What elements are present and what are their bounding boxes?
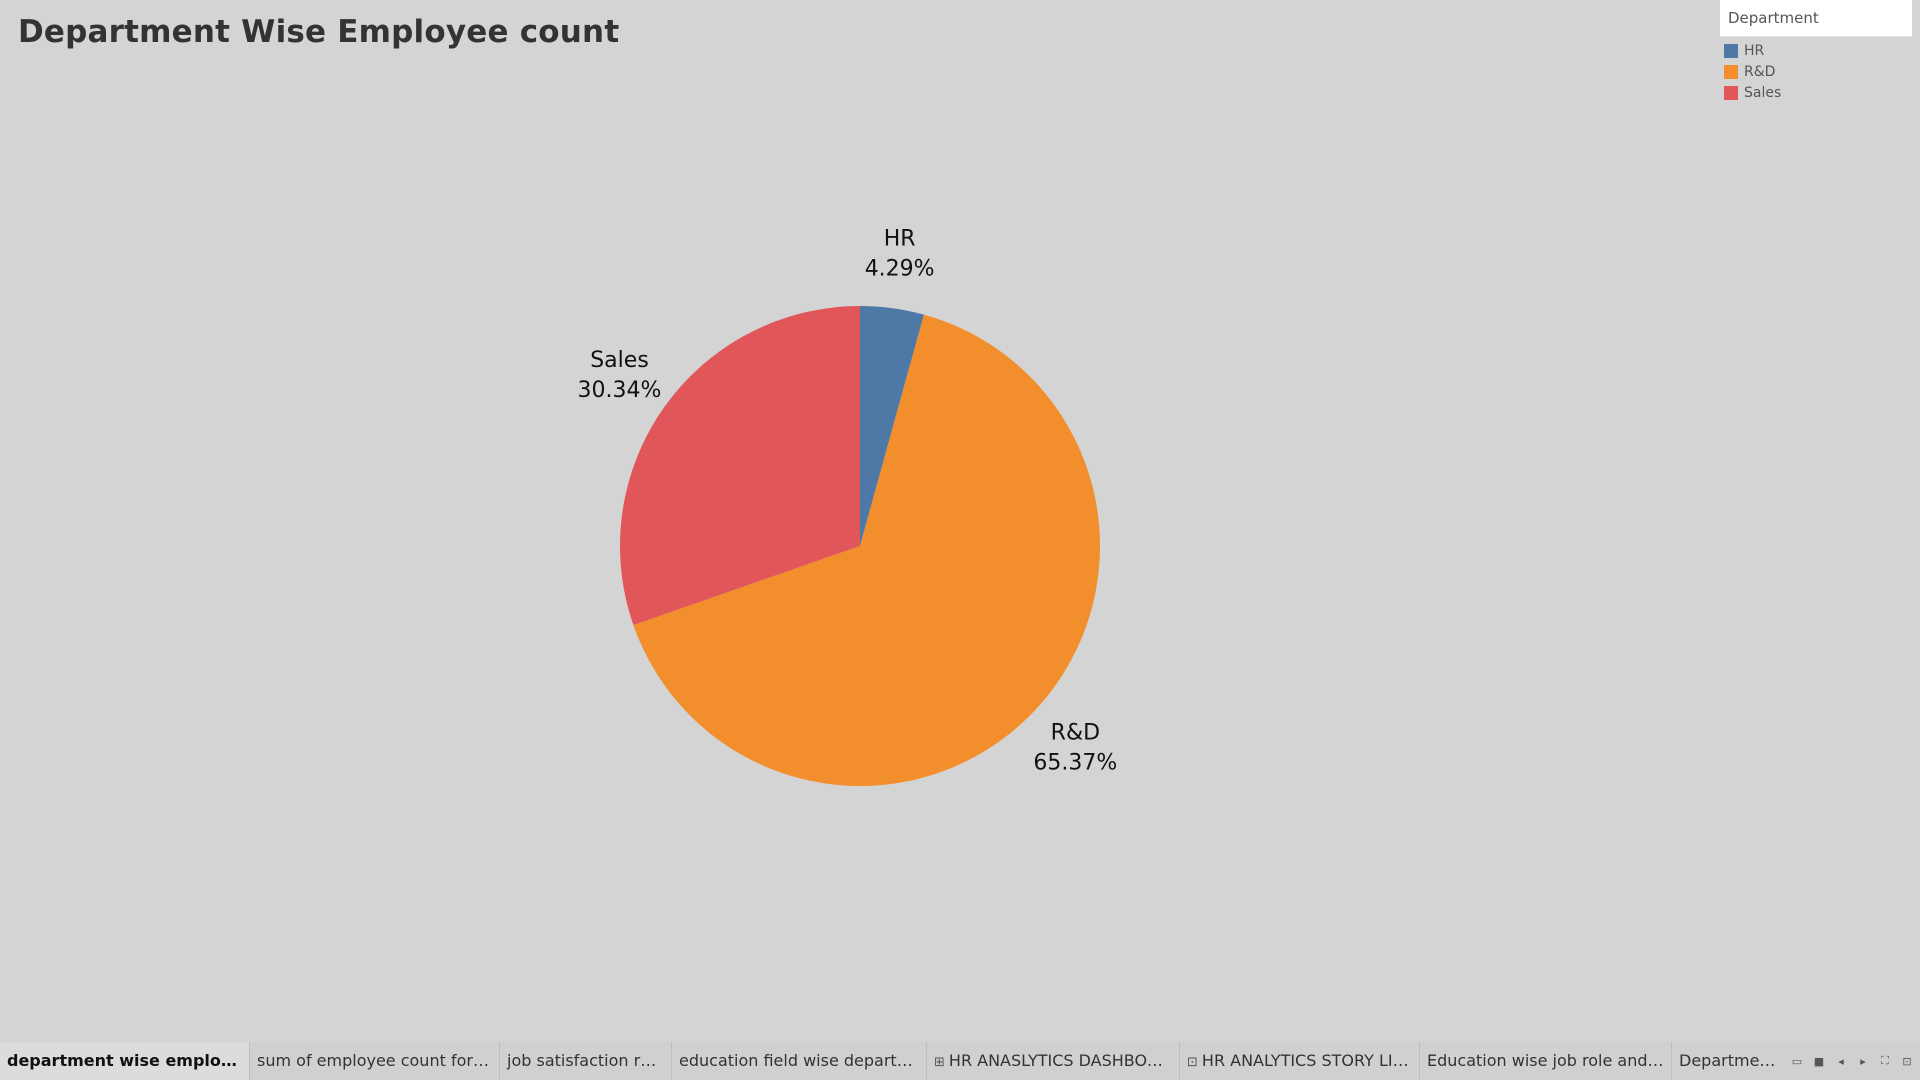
pie-slice-r-d[interactable] xyxy=(633,314,1100,786)
pie-chart: HR 4.29% R&D 65.37% Sales 30.34% xyxy=(578,227,1118,786)
tab-label: Education wise job role and dep... xyxy=(1427,1051,1672,1070)
tab-label: sum of employee count for each ... xyxy=(257,1051,499,1070)
pie-slice-hr[interactable] xyxy=(860,306,924,546)
tab-label: HR ANALYTICS STORY LINE xyxy=(1201,1051,1415,1070)
sheet-tab-bar: department wise employment ... sum of emp… xyxy=(0,1042,1920,1080)
tab-label: department wise employment ... xyxy=(7,1051,249,1070)
tab-sheet-4[interactable]: education field wise department xyxy=(672,1042,927,1080)
legend-title: Department xyxy=(1720,0,1912,37)
legend-items: HR R&D Sales xyxy=(1720,37,1912,103)
pie-label-category: Sales xyxy=(590,348,649,373)
tab-label: HR ANASLYTICS DASHBOARD xyxy=(948,1051,1180,1070)
legend-label: Sales xyxy=(1744,84,1782,101)
legend-label: HR xyxy=(1744,42,1765,59)
tab-label: Department Wise xyxy=(1679,1051,1776,1070)
next-sheet-icon[interactable]: ▸ xyxy=(1860,1054,1866,1068)
tab-sheet-3[interactable]: job satisfaction rating xyxy=(500,1042,672,1080)
legend-label: R&D xyxy=(1744,63,1776,80)
pie-label-value: 4.29% xyxy=(865,257,935,282)
pie-label-r-d: R&D 65.37% xyxy=(1033,721,1117,776)
tab-label: education field wise department xyxy=(679,1051,927,1070)
pie-label-hr: HR 4.29% xyxy=(865,227,935,282)
show-filmstrip-icon[interactable]: ■ xyxy=(1813,1054,1825,1068)
pie-slice-sales[interactable] xyxy=(620,306,860,626)
pie-label-category: R&D xyxy=(1051,721,1100,746)
dashboard-icon: ⊞ xyxy=(934,1055,945,1070)
page-title: Department Wise Employee count xyxy=(18,14,620,50)
show-sheet-sorter-icon[interactable]: ▭ xyxy=(1791,1054,1803,1068)
pie-slices xyxy=(620,306,1100,786)
presentation-mode-icon[interactable]: ⛶ xyxy=(1881,1054,1889,1067)
tab-sheet-1[interactable]: department wise employment ... xyxy=(0,1042,250,1080)
tab-sheet-2[interactable]: sum of employee count for each ... xyxy=(250,1042,500,1080)
legend-item-hr[interactable]: HR xyxy=(1720,40,1912,61)
sheet-tabs: department wise employment ... sum of emp… xyxy=(0,1042,1776,1080)
legend-swatch xyxy=(1724,85,1738,100)
story-icon: ⊡ xyxy=(1187,1055,1198,1070)
tab-sheet-7[interactable]: Education wise job role and dep... xyxy=(1420,1042,1672,1080)
legend-swatch xyxy=(1724,64,1738,79)
pie-labels: HR 4.29% R&D 65.37% Sales 30.34% xyxy=(578,227,1118,776)
legend-item-r-d[interactable]: R&D xyxy=(1720,61,1912,82)
pie-label-value: 30.34% xyxy=(578,378,662,403)
tab-sheet-6[interactable]: ⊡ HR ANALYTICS STORY LINE xyxy=(1180,1042,1420,1080)
legend: Department HR R&D Sales xyxy=(1720,0,1912,103)
pie-label-category: HR xyxy=(884,227,916,252)
tab-sheet-5[interactable]: ⊞ HR ANASLYTICS DASHBOARD xyxy=(927,1042,1180,1080)
legend-swatch xyxy=(1724,43,1738,58)
tab-bar-controls: ▭ ■ ◂ ▸ ⛶ ⊡ xyxy=(1790,1042,1914,1080)
present-icon[interactable]: ⊡ xyxy=(1902,1054,1912,1068)
pie-label-sales: Sales 30.34% xyxy=(578,348,662,403)
tab-label: job satisfaction rating xyxy=(507,1051,672,1070)
pie-label-value: 65.37% xyxy=(1033,751,1117,776)
previous-sheet-icon[interactable]: ◂ xyxy=(1838,1054,1844,1068)
legend-item-sales[interactable]: Sales xyxy=(1720,82,1912,103)
tab-sheet-8[interactable]: Department Wise xyxy=(1672,1042,1776,1080)
